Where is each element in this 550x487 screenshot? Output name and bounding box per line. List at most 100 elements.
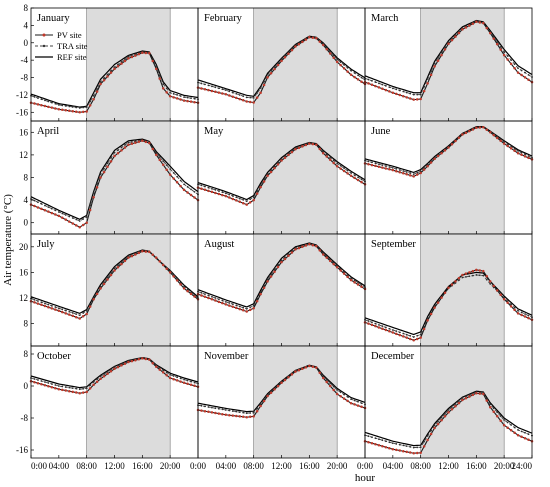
series-point-tra-site: [489, 283, 492, 285]
series-point-pv-site: [241, 99, 245, 102]
series-point-pv-site: [54, 107, 57, 110]
series-point-pv-site: [391, 447, 395, 451]
series-point-pv-site: [520, 313, 523, 317]
series-point-pv-site: [165, 373, 168, 377]
series-point-pv-site: [339, 167, 342, 170]
series-point-pv-site: [527, 438, 530, 441]
series-point-pv-site: [151, 361, 155, 365]
series-point-tra-site: [50, 207, 53, 210]
series-point-pv-site: [422, 327, 426, 331]
series-point-tra-site: [371, 161, 373, 164]
series-point-pv-site: [527, 156, 530, 160]
series-point-tra-site: [412, 446, 415, 449]
series-point-tra-site: [447, 409, 450, 411]
series-point-pv-site: [255, 192, 259, 195]
series-point-tra-site: [162, 369, 165, 372]
series-point-tra-site: [402, 90, 405, 93]
series-point-pv-site: [342, 169, 346, 173]
series-point-pv-site: [506, 426, 509, 429]
series-point-pv-site: [235, 199, 238, 202]
series-point-pv-site: [241, 309, 245, 312]
series-point-pv-site: [106, 278, 109, 281]
series-point-pv-site: [471, 393, 475, 397]
y-tick-label: -12: [16, 90, 28, 100]
series-point-tra-site: [40, 98, 43, 101]
series-point-pv-site: [499, 419, 502, 422]
series-point-tra-site: [78, 107, 81, 109]
series-point-pv-site: [322, 376, 325, 380]
series-point-tra-site: [110, 69, 112, 72]
y-tick-label: 20: [19, 242, 29, 252]
series-point-tra-site: [245, 200, 248, 203]
series-point-pv-site: [137, 358, 141, 361]
series-point-tra-site: [224, 89, 227, 92]
series-point-pv-site: [172, 96, 175, 99]
series-point-tra-site: [37, 201, 39, 204]
series-point-pv-site: [461, 28, 464, 31]
series-point-pv-site: [377, 165, 381, 169]
series-point-pv-site: [217, 91, 221, 94]
series-point-tra-site: [329, 382, 332, 385]
series-point-tra-site: [183, 183, 185, 186]
series-point-pv-site: [71, 110, 74, 113]
series-point-pv-site: [356, 78, 360, 81]
series-point-tra-site: [57, 104, 60, 106]
daytime-shading: [253, 8, 338, 121]
series-point-pv-site: [141, 250, 144, 253]
series-point-tra-site: [499, 415, 502, 417]
series-point-pv-site: [54, 213, 57, 216]
series-point-pv-site: [158, 260, 161, 263]
series-point-tra-site: [402, 170, 405, 172]
series-point-tra-site: [47, 206, 50, 208]
series-point-tra-site: [503, 51, 506, 53]
series-point-pv-site: [520, 153, 523, 157]
series-point-pv-site: [384, 445, 388, 449]
series-point-pv-site: [189, 292, 193, 296]
series-point-pv-site: [95, 186, 99, 189]
series-point-tra-site: [252, 96, 255, 99]
series-point-tra-site: [71, 106, 74, 108]
series-point-tra-site: [353, 174, 356, 176]
series-point-tra-site: [204, 83, 206, 86]
series-point-tra-site: [381, 439, 384, 442]
series-point-pv-site: [238, 200, 241, 204]
series-point-pv-site: [457, 401, 461, 405]
series-point-pv-site: [33, 301, 36, 304]
series-point-pv-site: [471, 22, 475, 25]
series-point-pv-site: [304, 366, 308, 369]
series-point-pv-site: [443, 149, 447, 152]
series-point-tra-site: [527, 314, 530, 317]
series-point-tra-site: [343, 167, 346, 170]
series-point-pv-site: [422, 168, 426, 171]
series-point-tra-site: [409, 172, 412, 174]
series-point-tra-site: [524, 431, 526, 434]
daytime-shading: [253, 121, 338, 234]
series-point-tra-site: [325, 153, 328, 156]
panel-june: June: [363, 120, 534, 235]
x-tick-label: 04:00: [216, 461, 237, 471]
series-point-tra-site: [117, 149, 119, 151]
series-point-tra-site: [350, 172, 352, 174]
series-point-tra-site: [228, 193, 231, 196]
series-point-pv-site: [478, 21, 482, 24]
series-point-pv-site: [224, 194, 228, 198]
series-point-tra-site: [231, 410, 234, 412]
x-tick-label: 12:00: [104, 461, 125, 471]
series-point-tra-site: [280, 259, 283, 262]
series-point-pv-site: [175, 379, 179, 382]
x-tick-label: 08:00: [410, 461, 431, 471]
series-point-tra-site: [190, 97, 192, 100]
series-point-tra-site: [158, 367, 161, 369]
series-point-tra-site: [339, 391, 342, 394]
series-point-pv-site: [489, 131, 492, 134]
daytime-shading: [420, 234, 505, 346]
series-point-pv-site: [475, 126, 478, 130]
series-point-pv-site: [506, 58, 509, 61]
series-point-tra-site: [61, 308, 64, 311]
series-point-pv-site: [461, 133, 464, 136]
series-point-tra-site: [266, 73, 269, 76]
series-point-tra-site: [426, 435, 429, 437]
series-point-tra-site: [440, 51, 443, 54]
daytime-shading: [86, 8, 171, 121]
